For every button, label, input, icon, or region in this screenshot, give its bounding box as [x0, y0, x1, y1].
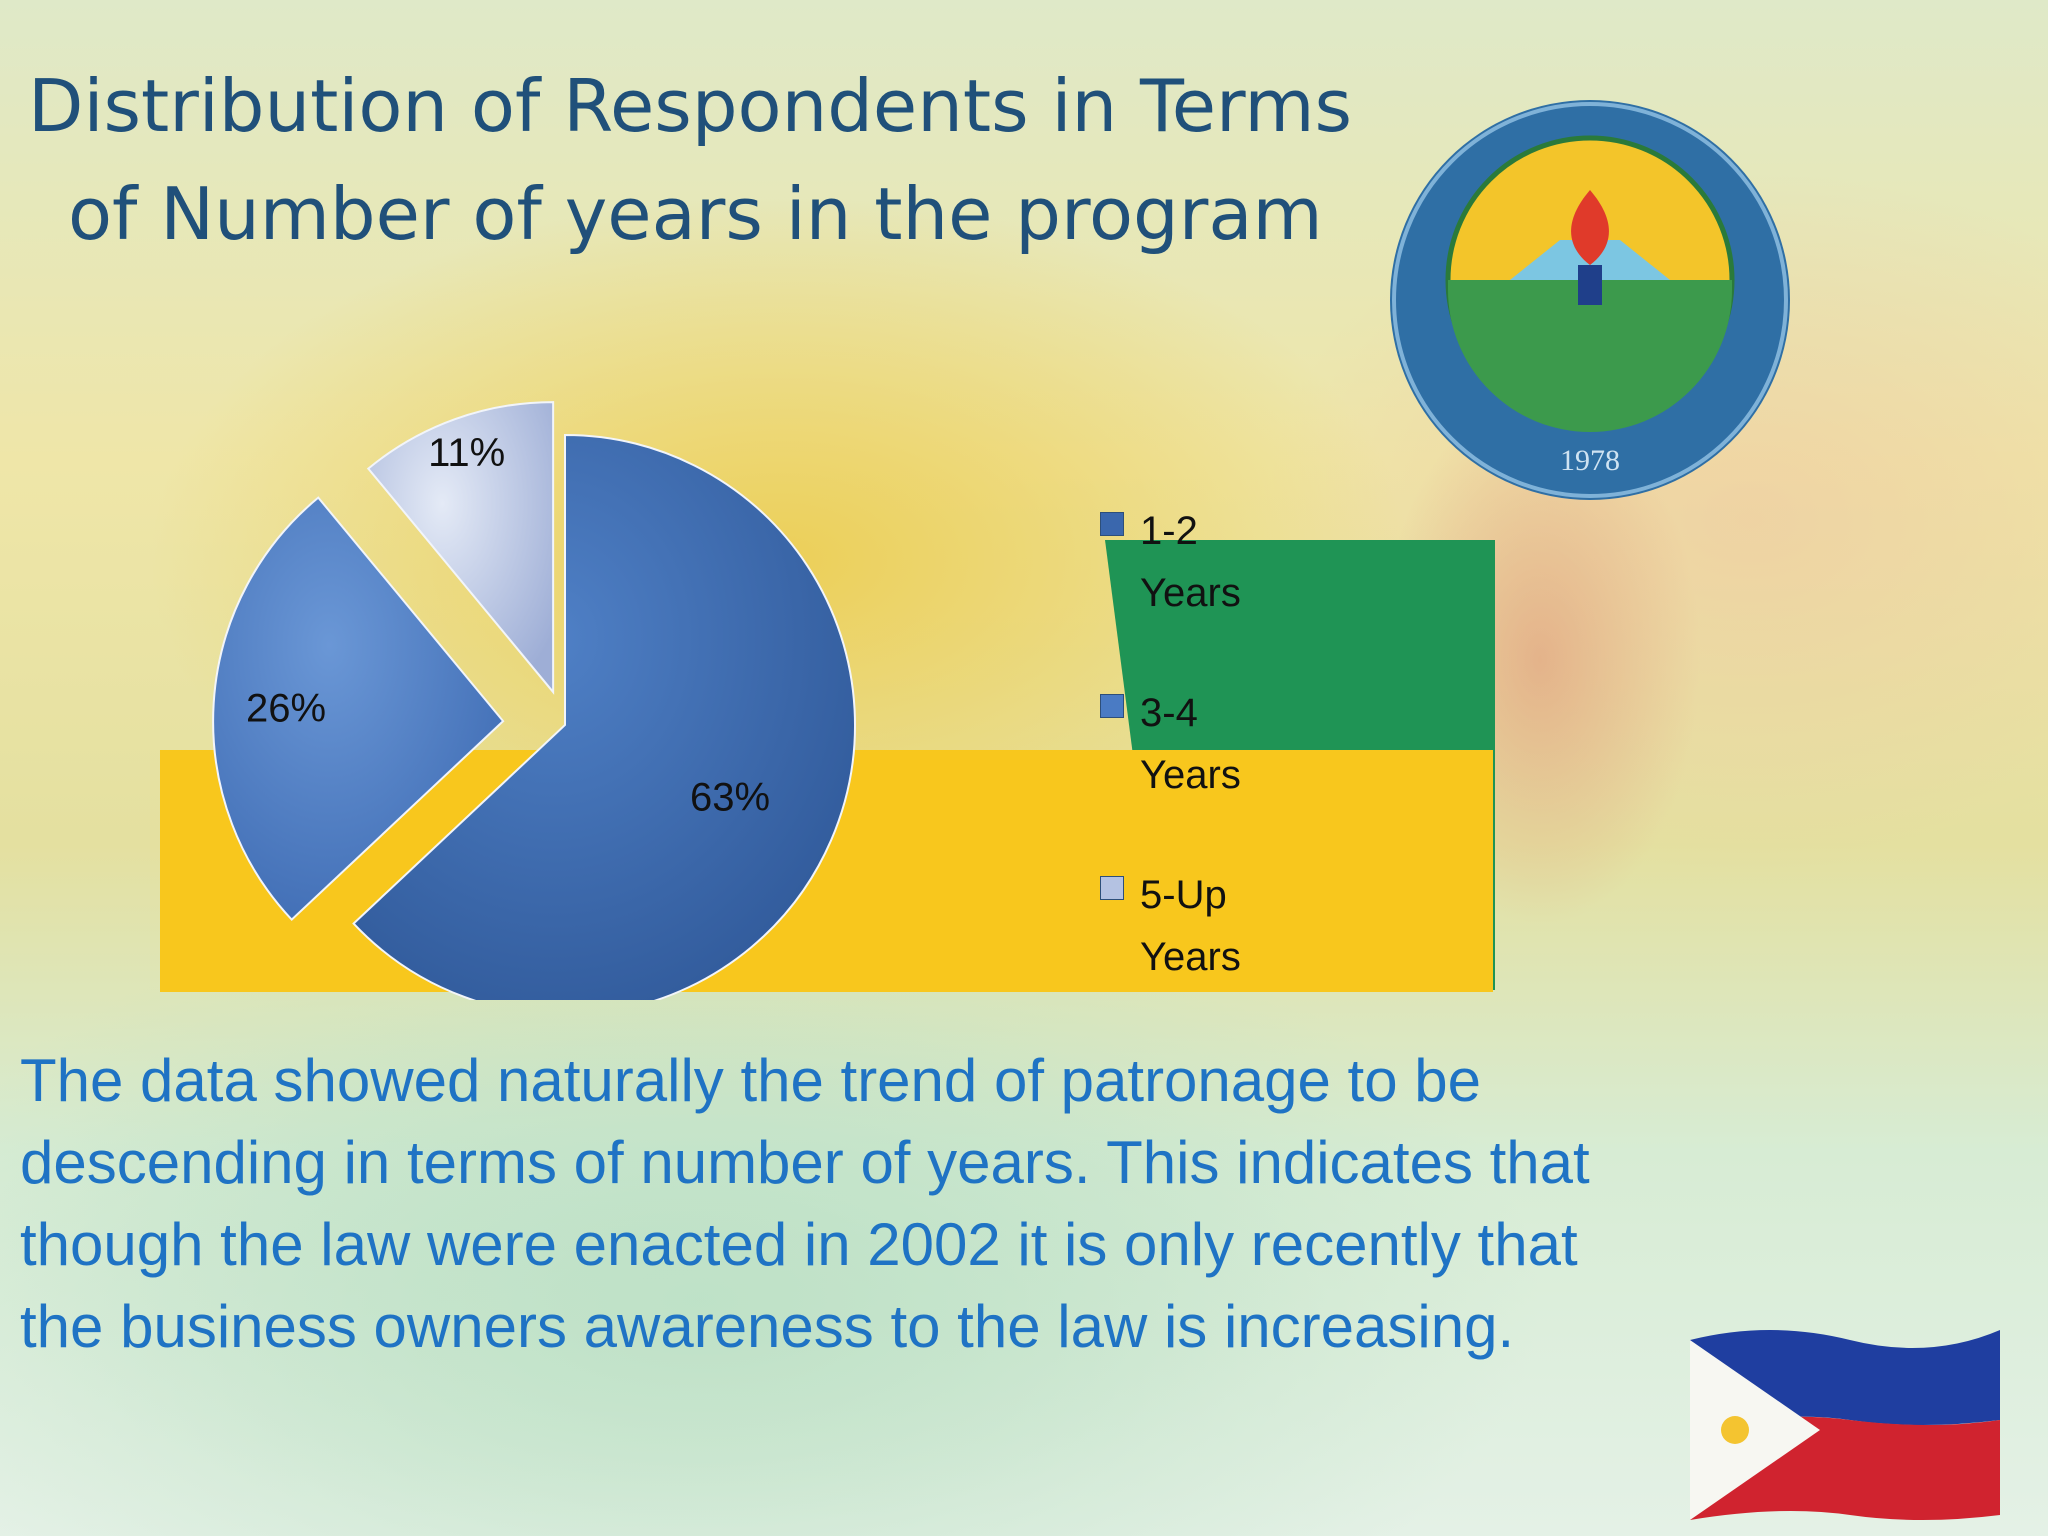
legend-label-unit: Years — [1140, 571, 1241, 615]
legend-label-unit: Years — [1140, 935, 1241, 979]
pie-data-label: 26% — [246, 686, 326, 730]
pie-slices — [212, 401, 856, 1000]
pie-slice-3-4-years — [212, 496, 505, 922]
legend-swatch — [1100, 512, 1124, 536]
pie-slice-5-up-years — [366, 401, 555, 695]
legend-label: 1-2 Years — [1140, 500, 1320, 624]
legend-label-range: 1-2 — [1140, 509, 1198, 553]
slide-title: Distribution of Respondents in Terms of … — [28, 52, 1408, 268]
legend-label-unit: Years — [1140, 753, 1241, 797]
pie-data-labels: 63% 26% 11% — [246, 431, 770, 819]
legend-swatch — [1100, 694, 1124, 718]
slide-title-line1: Distribution of Respondents in Terms — [28, 64, 1353, 148]
legend-label-range: 3-4 — [1140, 691, 1198, 735]
pie-chart: 63% 26% 11% — [212, 401, 856, 1000]
philippine-flag-icon — [1690, 1330, 2000, 1520]
legend-swatch — [1100, 876, 1124, 900]
seal-year: 1978 — [1560, 444, 1620, 477]
legend-label: 5-Up Years — [1140, 864, 1320, 988]
pie-data-label: 63% — [690, 775, 770, 819]
pie-slice-1-2-years — [352, 433, 856, 1000]
legend-label-range: 5-Up — [1140, 873, 1227, 917]
university-seal-logo: 1978 — [1390, 100, 1790, 500]
slide-title-line2: of Number of years in the program — [68, 172, 1323, 256]
body-text: The data showed naturally the trend of p… — [20, 1047, 1590, 1360]
pie-data-label: 11% — [428, 431, 505, 475]
body-shade — [0, 1000, 1700, 1536]
legend-label: 3-4 Years — [1140, 682, 1320, 806]
